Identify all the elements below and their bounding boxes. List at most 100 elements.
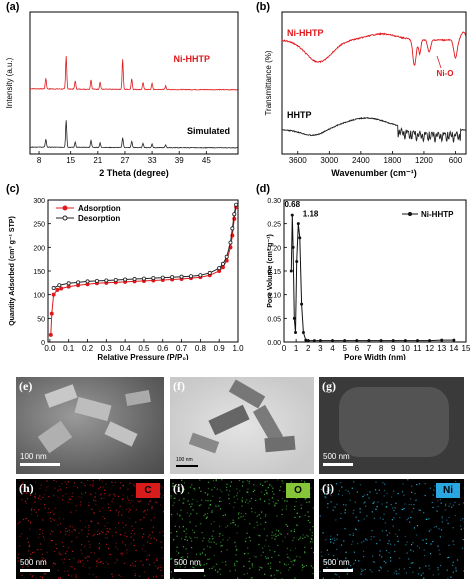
element-dot <box>246 532 248 534</box>
element-dot <box>298 539 300 541</box>
element-dot <box>220 551 222 553</box>
element-dot <box>393 517 395 519</box>
element-dot <box>210 541 212 543</box>
element-dot <box>378 489 380 491</box>
element-dot <box>86 536 88 538</box>
element-dot <box>407 479 409 481</box>
element-dot <box>194 489 196 491</box>
element-dot <box>52 518 54 520</box>
element-dot <box>146 541 149 543</box>
element-dot <box>194 536 196 539</box>
element-dot <box>406 519 408 521</box>
element-dot <box>209 558 211 560</box>
element-dot <box>180 491 182 493</box>
element-dot <box>176 562 178 564</box>
element-dot <box>247 502 249 504</box>
isotherm-point <box>76 280 81 285</box>
element-dot <box>201 499 203 501</box>
element-dot <box>57 524 59 526</box>
y-tick-label: 100 <box>33 293 45 300</box>
element-dot <box>53 479 55 481</box>
element-dot <box>393 510 395 512</box>
element-dot <box>445 505 447 507</box>
element-dot <box>104 489 106 491</box>
element-dot <box>176 531 178 533</box>
element-dot <box>208 507 210 509</box>
element-dot <box>71 575 73 577</box>
element-dot <box>438 549 440 551</box>
element-dot <box>121 514 123 516</box>
element-dot <box>146 559 148 561</box>
element-dot <box>220 541 222 543</box>
element-dot <box>118 574 120 576</box>
element-dot <box>155 576 157 578</box>
element-dot <box>90 552 92 554</box>
element-dot <box>305 565 307 567</box>
element-dot <box>446 519 448 521</box>
element-dot <box>218 505 220 507</box>
element-dot <box>132 505 134 507</box>
element-dot <box>120 482 122 484</box>
element-dot <box>264 481 266 483</box>
element-dot <box>412 571 414 573</box>
pore-point <box>301 331 305 335</box>
element-dot <box>39 487 41 489</box>
element-dot <box>338 576 340 578</box>
element-dot <box>47 512 49 514</box>
element-dot <box>200 490 202 492</box>
isotherm-point <box>141 276 146 281</box>
element-dot <box>189 521 191 523</box>
element-dot <box>60 523 62 525</box>
element-dot <box>135 560 137 563</box>
element-dot <box>370 538 372 541</box>
element-dot <box>354 528 357 530</box>
element-dot <box>130 499 133 501</box>
element-dot <box>134 575 136 577</box>
element-dot <box>389 543 392 545</box>
pore-point <box>355 339 359 343</box>
element-dot <box>29 544 31 546</box>
element-dot <box>276 569 278 571</box>
element-dot <box>220 545 222 547</box>
element-dot <box>419 567 421 569</box>
element-dot <box>329 489 331 491</box>
element-dot <box>244 540 247 542</box>
scale-bar <box>176 465 198 467</box>
element-dot <box>359 484 362 486</box>
series-label-simulated: Simulated <box>187 126 230 136</box>
element-dot <box>151 531 153 533</box>
element-dot <box>289 567 291 569</box>
element-dot <box>213 566 215 568</box>
element-dot <box>359 508 361 510</box>
element-dot <box>310 537 312 539</box>
element-dot <box>270 567 272 569</box>
element-dot <box>330 501 332 503</box>
ftir-line-hhtp <box>281 116 467 143</box>
element-dot <box>211 567 213 569</box>
element-dot <box>328 553 330 555</box>
element-dot <box>68 574 70 576</box>
element-dot <box>62 518 65 520</box>
element-dot <box>268 503 270 505</box>
element-dot <box>261 511 263 513</box>
element-dot <box>229 570 231 572</box>
element-dot <box>360 573 362 575</box>
element-dot <box>191 547 193 549</box>
element-dot <box>75 576 77 578</box>
element-dot <box>172 577 174 579</box>
element-dot <box>106 531 108 533</box>
element-dot <box>122 553 124 555</box>
element-dot <box>153 576 155 578</box>
x-axis-label-d: Pore Width (nm) <box>344 353 406 360</box>
element-dot <box>44 504 46 506</box>
element-dot <box>276 515 278 517</box>
element-dot <box>65 487 67 489</box>
element-dot <box>279 532 281 534</box>
element-dot <box>241 497 244 499</box>
element-dot <box>207 540 209 542</box>
element-dot <box>159 564 161 566</box>
element-dot <box>160 504 162 506</box>
element-dot <box>326 567 328 569</box>
element-dot <box>382 482 384 484</box>
element-dot <box>185 533 187 535</box>
